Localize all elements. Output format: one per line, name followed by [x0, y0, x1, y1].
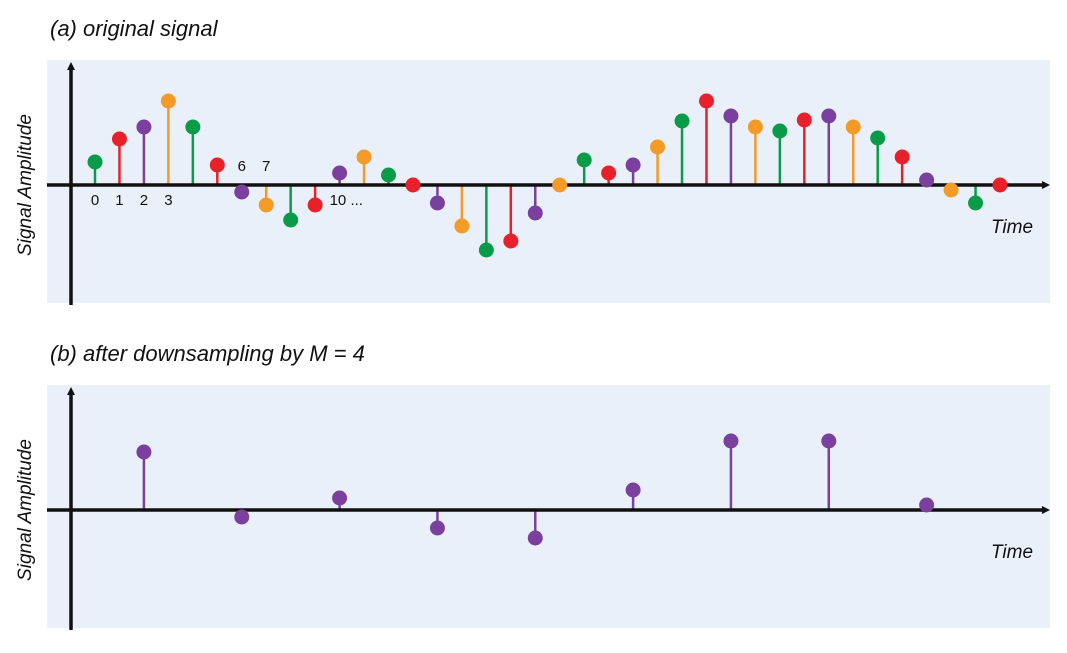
sample-point	[845, 119, 861, 135]
x-axis-label: Time	[991, 542, 1033, 563]
sample-index-label: 0	[91, 192, 99, 209]
sample-point	[919, 497, 935, 513]
x-axis-label: Time	[991, 217, 1033, 238]
sample-point	[209, 157, 225, 173]
sample-point	[601, 165, 617, 181]
sample-point	[160, 93, 176, 109]
sample-point	[625, 157, 641, 173]
sample-point	[87, 154, 103, 170]
sample-point	[772, 123, 788, 139]
sample-point	[185, 119, 201, 135]
sample-point	[332, 165, 348, 181]
sample-point	[919, 172, 935, 188]
sample-point	[650, 139, 666, 155]
sample-index-label: 3	[164, 192, 172, 209]
sample-point	[332, 490, 348, 506]
sample-point	[870, 130, 886, 146]
sample-point	[674, 113, 690, 129]
sample-point	[698, 93, 714, 109]
sample-point	[234, 509, 250, 525]
plot-background	[47, 60, 1050, 303]
sample-point	[478, 242, 494, 258]
sample-point	[356, 149, 372, 165]
sample-point	[136, 444, 152, 460]
sample-point	[234, 184, 250, 200]
sample-point	[503, 233, 519, 249]
sample-index-label: 10 ...	[330, 192, 363, 209]
sample-point	[723, 433, 739, 449]
sample-point	[796, 112, 812, 128]
y-axis-label: Signal Amplitude	[15, 439, 36, 581]
sample-point	[821, 433, 837, 449]
sample-point	[576, 152, 592, 168]
sample-index-label: 6	[238, 158, 246, 175]
sample-point	[381, 167, 397, 183]
sample-index-label: 1	[115, 192, 123, 209]
panel-title: (b) after downsampling by M = 4	[50, 341, 365, 366]
sample-point	[723, 108, 739, 124]
sample-point	[454, 218, 470, 234]
sample-point	[111, 131, 127, 147]
sample-point	[429, 195, 445, 211]
sample-point	[747, 119, 763, 135]
sample-point	[943, 182, 959, 198]
sample-point	[429, 520, 445, 536]
sample-point	[552, 177, 568, 193]
sample-point	[405, 177, 421, 193]
sample-point	[283, 212, 299, 228]
sample-index-label: 7	[262, 158, 270, 175]
sample-point	[968, 195, 984, 211]
panel-title: (a) original signal	[50, 16, 219, 41]
sample-index-label: 2	[140, 192, 148, 209]
sample-point	[307, 197, 323, 213]
sample-point	[821, 108, 837, 124]
sample-point	[136, 119, 152, 135]
sample-point	[527, 530, 543, 546]
sample-point	[894, 149, 910, 165]
sample-point	[625, 482, 641, 498]
sample-point	[258, 197, 274, 213]
plot-background	[47, 385, 1050, 628]
sample-point	[992, 177, 1008, 193]
sample-point	[527, 205, 543, 221]
y-axis-label: Signal Amplitude	[15, 114, 36, 256]
